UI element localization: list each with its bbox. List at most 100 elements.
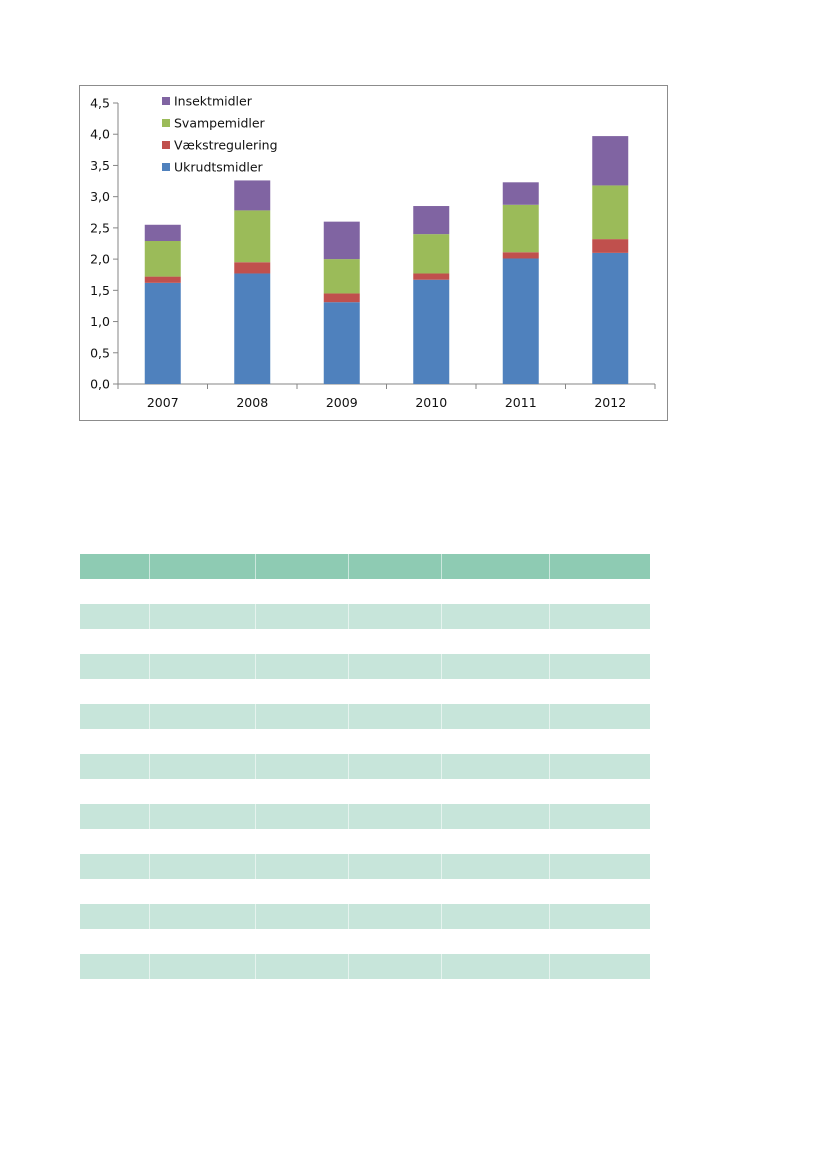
- y-tick-label: 4,0: [90, 127, 110, 142]
- bar-segment-insektmidler-2010: [413, 206, 450, 235]
- y-tick-label: 0,0: [90, 377, 110, 392]
- table-row: [80, 754, 650, 779]
- table-column-divider: [441, 704, 442, 729]
- table-column-divider: [441, 904, 442, 929]
- table-row: [80, 629, 650, 654]
- x-tick-label: 2008: [236, 395, 268, 410]
- x-tick-label: 2010: [415, 395, 447, 410]
- table-column-divider: [255, 604, 256, 629]
- table-column-divider: [549, 804, 550, 829]
- y-tick-label: 3,5: [90, 158, 110, 173]
- y-tick-label: 2,5: [90, 220, 110, 235]
- legend-label: Vækstregulering: [174, 138, 278, 153]
- bar-segment-svampemidler-2007: [144, 241, 181, 277]
- y-tick-label: 1,5: [90, 283, 110, 298]
- table-column-divider: [549, 854, 550, 879]
- table-column-divider: [348, 704, 349, 729]
- table-row: [80, 679, 650, 704]
- bar-segment-svampemidler-2008: [234, 210, 271, 263]
- bar-segment-insektmidler-2011: [502, 182, 539, 205]
- table-column-divider: [348, 654, 349, 679]
- table-column-divider: [549, 954, 550, 979]
- table-column-divider: [348, 904, 349, 929]
- table-column-divider: [348, 804, 349, 829]
- bar-segment-insektmidler-2012: [592, 136, 629, 186]
- table-column-divider: [441, 954, 442, 979]
- x-tick-label: 2007: [147, 395, 179, 410]
- table-column-divider: [549, 904, 550, 929]
- legend-label: Ukrudtsmidler: [174, 160, 264, 175]
- table-column-divider: [149, 654, 150, 679]
- table-column-divider: [255, 654, 256, 679]
- bar-segment-insektmidler-2007: [144, 224, 181, 242]
- table-column-divider: [549, 554, 550, 579]
- legend-label: Insektmidler: [174, 94, 253, 109]
- table-column-divider: [149, 954, 150, 979]
- table-row: [80, 654, 650, 679]
- stacked-bar-chart: 0,0 0,5 1,0 1,5 2,0 2,5 3,0 3,5 4,0 4,5 2007 2008 20…: [90, 94, 656, 410]
- bar-segment-svampemidler-2009: [323, 259, 360, 294]
- table-column-divider: [348, 604, 349, 629]
- table-row: [80, 804, 650, 829]
- table-column-divider: [549, 604, 550, 629]
- table-column-divider: [348, 554, 349, 579]
- y-tick-label: 1,0: [90, 314, 110, 329]
- bar-segment-vækstregulering-2011: [502, 252, 539, 259]
- table-column-divider: [441, 604, 442, 629]
- table-column-divider: [348, 854, 349, 879]
- bar-segment-svampemidler-2011: [502, 204, 539, 253]
- bar-segment-vækstregulering-2009: [323, 293, 360, 303]
- table-row: [80, 929, 650, 954]
- table-column-divider: [255, 704, 256, 729]
- table-row: [80, 879, 650, 904]
- table-column-divider: [149, 704, 150, 729]
- table-column-divider: [441, 804, 442, 829]
- table-row: [80, 604, 650, 629]
- chart-frame: 0,0 0,5 1,0 1,5 2,0 2,5 3,0 3,5 4,0 4,5 2007 2008 20…: [79, 85, 668, 421]
- table-column-divider: [149, 854, 150, 879]
- bar-segment-ukrudtsmidler-2011: [502, 258, 539, 384]
- table-column-divider: [441, 854, 442, 879]
- table-column-divider: [549, 704, 550, 729]
- table-column-divider: [149, 554, 150, 579]
- bar-segment-vækstregulering-2010: [413, 273, 450, 280]
- table-column-divider: [255, 754, 256, 779]
- y-tick-label: 0,5: [90, 345, 110, 360]
- legend-label: Svampemidler: [174, 116, 266, 131]
- table-column-divider: [549, 754, 550, 779]
- table-column-divider: [348, 954, 349, 979]
- legend-swatch: [162, 163, 170, 171]
- table-header-row: [80, 554, 650, 579]
- table-row: [80, 854, 650, 879]
- table-column-divider: [549, 654, 550, 679]
- bar-segment-ukrudtsmidler-2009: [323, 302, 360, 384]
- table-column-divider: [255, 554, 256, 579]
- x-tick-label: 2011: [505, 395, 537, 410]
- table-column-divider: [441, 754, 442, 779]
- table-column-divider: [441, 554, 442, 579]
- table-column-divider: [149, 804, 150, 829]
- bar-segment-insektmidler-2009: [323, 221, 360, 260]
- table-row: [80, 829, 650, 854]
- x-tick-label: 2012: [594, 395, 626, 410]
- bar-segment-insektmidler-2008: [234, 180, 271, 211]
- table-column-divider: [348, 754, 349, 779]
- table-column-divider: [441, 654, 442, 679]
- bar-segment-vækstregulering-2007: [144, 276, 181, 283]
- bar-segment-vækstregulering-2008: [234, 262, 271, 274]
- bar-segment-ukrudtsmidler-2007: [144, 282, 181, 384]
- bar-segment-svampemidler-2010: [413, 234, 450, 274]
- bar-segment-vækstregulering-2012: [592, 239, 629, 253]
- table-column-divider: [255, 854, 256, 879]
- bar-segment-ukrudtsmidler-2012: [592, 252, 629, 384]
- table-row: [80, 779, 650, 804]
- table-row: [80, 704, 650, 729]
- legend-swatch: [162, 141, 170, 149]
- table-column-divider: [149, 754, 150, 779]
- y-tick-label: 3,0: [90, 189, 110, 204]
- y-tick-label: 2,0: [90, 252, 110, 267]
- y-tick-label: 4,5: [90, 96, 110, 111]
- table-column-divider: [255, 904, 256, 929]
- bar-segment-svampemidler-2012: [592, 185, 629, 240]
- bar-segment-ukrudtsmidler-2008: [234, 273, 271, 384]
